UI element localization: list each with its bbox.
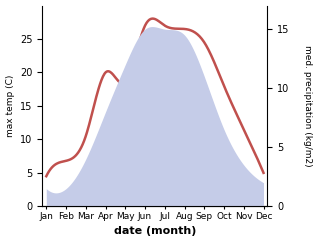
X-axis label: date (month): date (month) [114, 227, 196, 236]
Y-axis label: med. precipitation (kg/m2): med. precipitation (kg/m2) [303, 45, 313, 167]
Y-axis label: max temp (C): max temp (C) [5, 75, 15, 137]
